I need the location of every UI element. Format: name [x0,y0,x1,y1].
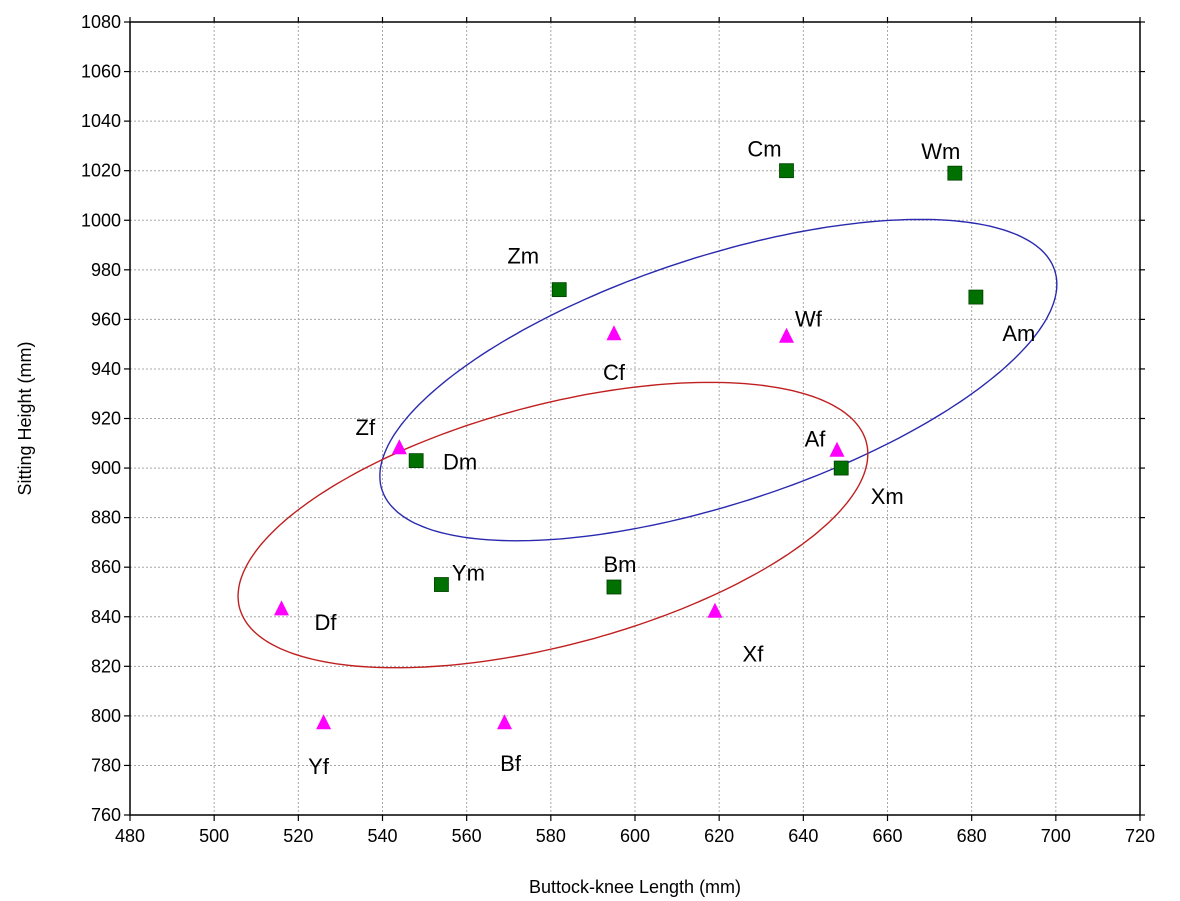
y-tick-label: 800 [91,706,121,726]
point-label: Xf [743,642,765,667]
grid-lines [130,22,1140,815]
y-axis-title: Sitting Height (mm) [15,341,35,495]
y-tick-labels: 760 780 800 820 840 860 880 900 920 940 960 980 1000… [81,12,121,825]
female-marker [391,439,407,455]
male-ellipse [379,218,1058,542]
x-tick-label: 620 [704,826,734,846]
x-tick-label: 580 [536,826,566,846]
y-tick-label: 900 [91,458,121,478]
point-labels: Cm Wm Zm Am Dm Xm Ym Bm Cf Wf Zf Af Df Xf Yf Bf [308,137,1035,780]
x-tick-label: 660 [872,826,902,846]
male-marker [551,282,567,298]
male-marker [947,165,963,181]
x-tick-label: 560 [452,826,482,846]
y-tick-label: 1000 [81,210,121,230]
y-tick-label: 920 [91,409,121,429]
point-label: Dm [443,449,477,474]
y-tick-label: 980 [91,260,121,280]
x-tick-label: 720 [1125,826,1155,846]
y-tick-label: 820 [91,656,121,676]
x-tick-label: 600 [620,826,650,846]
point-label: Xm [871,484,904,509]
male-marker [968,289,984,305]
x-tick-label: 500 [199,826,229,846]
x-tick-label: 700 [1041,826,1071,846]
axis-ticks [124,17,1145,821]
x-tick-label: 680 [957,826,987,846]
y-tick-label: 1040 [81,111,121,131]
x-tick-label: 640 [788,826,818,846]
female-marker [779,327,794,343]
female-marker [316,714,332,730]
point-label: Bm [603,552,636,577]
y-tick-label: 760 [91,805,121,825]
female-marker [707,602,723,618]
female-ellipse [237,381,869,669]
x-tick-labels: 480 500 520 540 560 580 600 620 640 660 680 700 720 [115,826,1155,846]
data-markers [274,163,984,730]
confidence-ellipses [237,218,1058,669]
y-tick-label: 880 [91,508,121,528]
male-marker [408,453,424,469]
point-label: Bf [500,751,522,776]
y-tick-label: 1020 [81,161,121,181]
y-tick-label: 780 [91,755,121,775]
point-label: Zm [507,243,539,268]
x-tick-label: 540 [367,826,397,846]
y-tick-label: 860 [91,557,121,577]
x-tick-label: 480 [115,826,145,846]
x-tick-label: 520 [283,826,313,846]
female-marker [274,600,289,616]
y-tick-label: 1080 [81,12,121,32]
male-marker [779,163,794,179]
point-label: Af [805,427,827,452]
male-marker [606,579,622,595]
point-label: Df [315,610,338,635]
point-label: Wm [921,139,960,164]
point-label: Am [1002,321,1035,346]
male-marker [434,577,449,592]
point-label: Wf [795,307,823,332]
point-label: Ym [452,560,485,585]
female-marker [497,714,513,730]
female-marker [606,325,622,341]
point-label: Cm [747,137,781,162]
x-axis-title: Buttock-knee Length (mm) [529,877,741,897]
female-marker [829,441,845,457]
y-tick-label: 840 [91,607,121,627]
y-tick-label: 1060 [81,62,121,82]
point-label: Yf [308,754,330,779]
y-tick-label: 940 [91,359,121,379]
male-marker [833,460,849,476]
point-label: Cf [603,360,626,385]
point-label: Zf [356,415,376,440]
y-tick-label: 960 [91,309,121,329]
